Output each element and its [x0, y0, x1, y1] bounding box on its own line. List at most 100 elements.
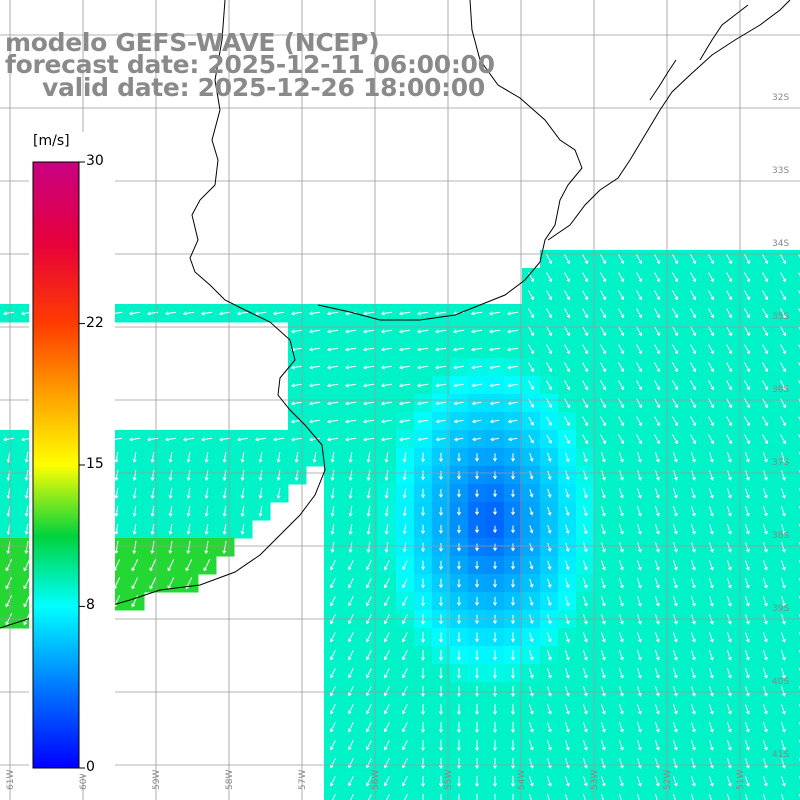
wind-arrow-head: [764, 440, 769, 445]
wind-arrow: [528, 757, 534, 769]
wind-arrow: [762, 469, 768, 481]
wind-arrow-head: [456, 765, 462, 770]
wind-arrow: [744, 290, 750, 300]
wind-arrow-head: [384, 531, 389, 535]
wind-arrow: [618, 451, 624, 463]
wind-arrow-head: [348, 477, 353, 482]
wind-arrow-head: [745, 566, 750, 571]
wind-arrow-head: [584, 440, 589, 445]
wind-arrow: [472, 437, 482, 441]
wind-speed-cell: [792, 268, 800, 287]
wind-arrow-head: [601, 602, 606, 607]
wind-arrow: [367, 541, 371, 553]
wind-arrow-head: [710, 422, 715, 427]
wind-arrow: [780, 469, 786, 481]
wind-arrow: [528, 380, 534, 390]
wind-arrow-head: [673, 566, 678, 571]
wind-arrow: [600, 577, 606, 589]
wind-arrow: [565, 560, 569, 570]
wind-arrow: [489, 347, 501, 351]
wind-arrow-head: [417, 419, 422, 424]
wind-arrow-head: [344, 347, 349, 352]
wind-arrow-head: [781, 548, 786, 553]
wind-arrow: [582, 308, 588, 318]
wind-arrow-head: [380, 419, 385, 424]
wind-arrow-head: [312, 459, 317, 464]
wind-arrow: [348, 704, 354, 714]
wind-arrow: [435, 311, 447, 315]
wind-arrow-head: [383, 782, 388, 787]
wind-arrow: [255, 311, 267, 315]
wind-arrow: [547, 470, 551, 480]
wind-arrow-head: [566, 440, 570, 445]
wind-arrow-head: [548, 260, 553, 265]
wind-arrow-head: [344, 401, 349, 406]
wind-arrow: [726, 577, 732, 589]
wind-arrow-head: [402, 566, 406, 571]
wind-arrow: [654, 469, 660, 481]
wind-arrow-head: [620, 386, 625, 391]
wind-arrow: [690, 649, 696, 661]
wind-arrow-head: [167, 567, 172, 572]
wind-arrow: [205, 540, 209, 554]
wind-arrow-head: [601, 458, 606, 463]
wind-arrow: [726, 505, 732, 517]
wind-arrow-head: [402, 458, 407, 463]
wind-arrow: [546, 739, 552, 751]
lon-label: 56W: [371, 770, 381, 790]
wind-arrow: [528, 326, 534, 336]
wind-arrow-head: [764, 332, 769, 337]
wind-arrow-head: [344, 419, 349, 424]
wind-arrow-head: [416, 383, 421, 388]
wind-arrow: [618, 541, 624, 553]
wind-arrow: [726, 487, 732, 499]
wind-arrow: [291, 437, 303, 441]
wind-arrow-head: [380, 437, 385, 442]
wind-arrow: [672, 344, 678, 354]
wind-arrow: [726, 344, 732, 354]
wind-arrow-head: [164, 311, 169, 316]
wind-arrow: [366, 740, 372, 750]
wind-arrow-head: [637, 584, 642, 589]
wind-arrow-head: [565, 674, 570, 679]
wind-arrow-head: [362, 419, 367, 424]
wind-arrow: [708, 254, 714, 264]
wind-arrow-head: [746, 368, 751, 373]
wind-arrow-head: [745, 674, 750, 679]
wind-arrow: [490, 365, 500, 369]
wind-arrow-head: [781, 530, 786, 535]
wind-arrow-head: [308, 347, 313, 352]
wind-arrow: [133, 540, 137, 554]
wind-arrow-head: [492, 675, 498, 679]
wind-arrow: [7, 487, 11, 499]
wind-arrow-head: [583, 674, 588, 679]
wind-arrow-head: [602, 422, 607, 427]
wind-arrow-head: [673, 602, 678, 607]
wind-arrow-head: [399, 419, 403, 424]
wind-arrow: [490, 401, 500, 405]
wind-arrow-head: [529, 602, 534, 606]
wind-arrow-head: [471, 401, 476, 406]
wind-arrow: [762, 272, 768, 282]
wind-arrow: [600, 326, 606, 336]
wind-arrow: [780, 254, 786, 264]
wind-arrow: [187, 540, 191, 554]
wind-arrow-head: [727, 584, 732, 589]
wind-arrow: [381, 437, 393, 441]
wind-arrow-head: [330, 477, 335, 482]
wind-arrow-head: [204, 513, 209, 518]
wind-arrow: [418, 419, 428, 423]
wind-arrow: [331, 487, 335, 499]
wind-speed-cell: [792, 376, 800, 395]
wind-arrow-head: [365, 584, 370, 589]
wind-arrow: [708, 326, 714, 336]
wind-arrow-head: [272, 437, 277, 442]
wind-arrow: [366, 686, 372, 696]
wind-arrow-head: [329, 620, 334, 625]
wind-arrow: [583, 524, 587, 534]
wind-arrow: [636, 523, 642, 535]
wind-arrow: [384, 596, 390, 606]
wind-arrow-head: [366, 513, 371, 518]
wind-speed-cell: [558, 790, 577, 800]
wind-arrow-head: [547, 602, 552, 607]
